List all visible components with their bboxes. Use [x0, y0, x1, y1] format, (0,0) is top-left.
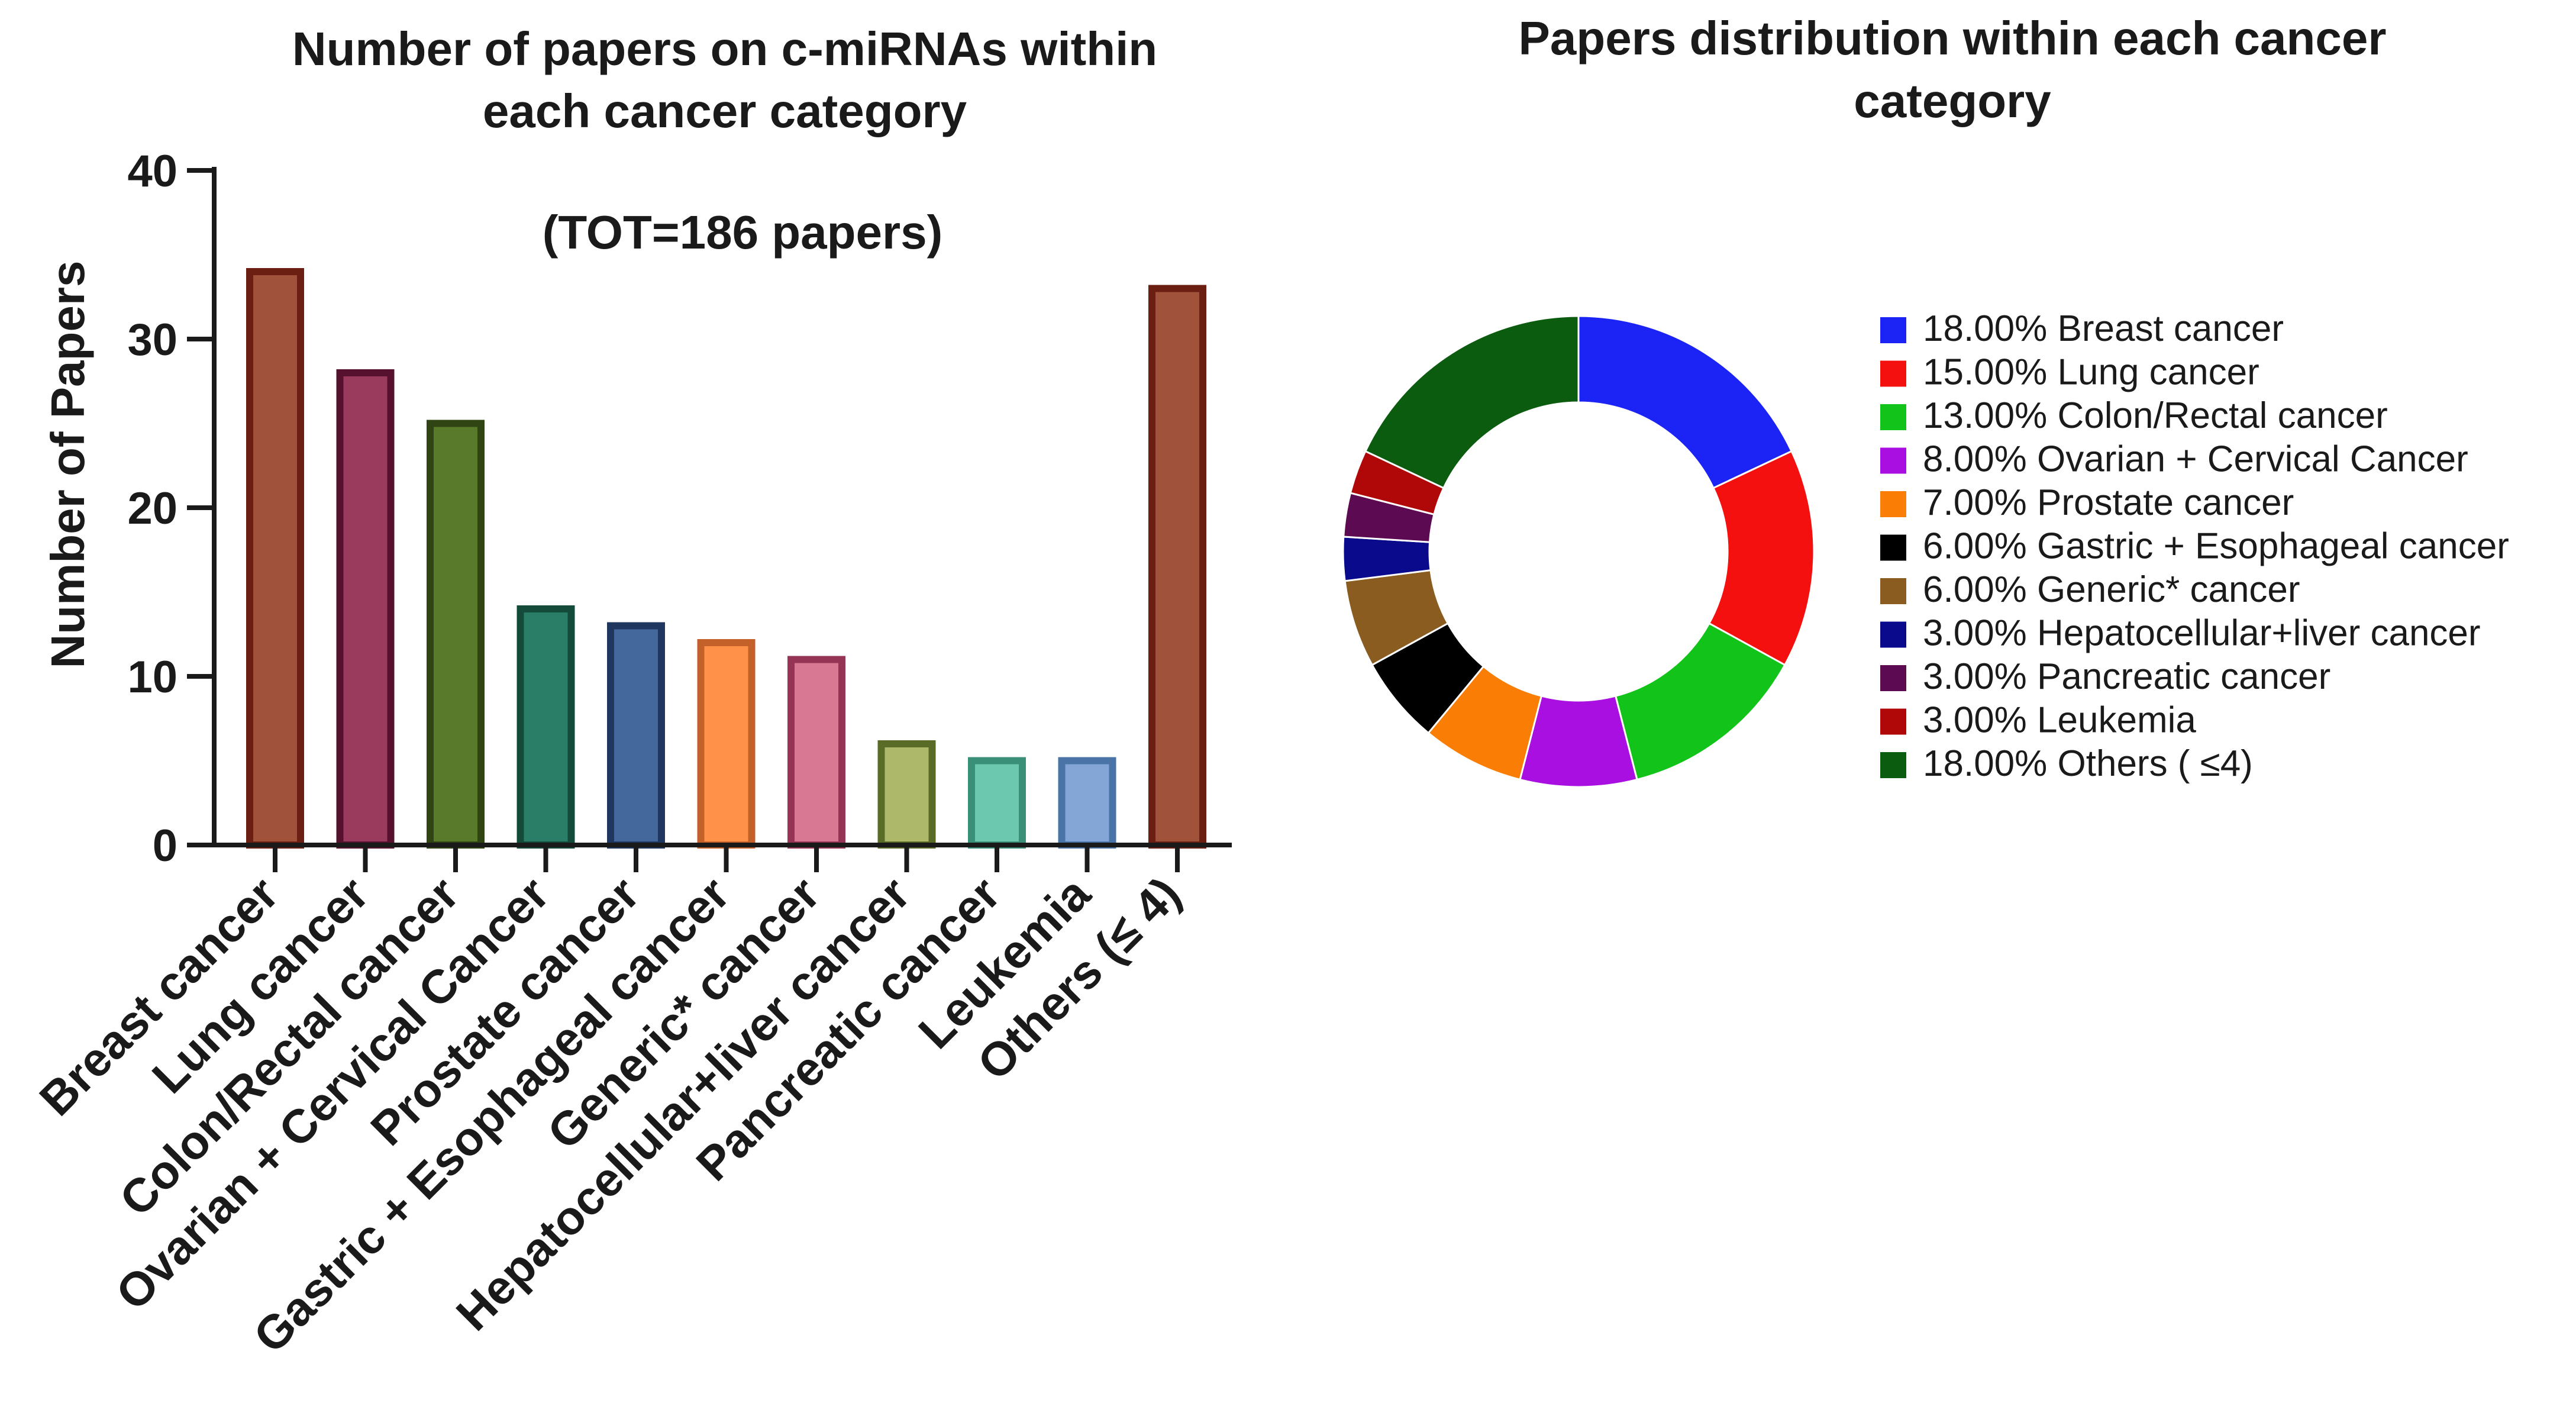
legend-swatch — [1880, 665, 1906, 691]
legend-label: 18.00% Breast cancer — [1923, 308, 2284, 349]
y-axis-title: Number of Papers — [41, 260, 94, 668]
legend-label: 8.00% Ovarian + Cervical Cancer — [1923, 439, 2468, 480]
legend-swatch — [1880, 404, 1906, 430]
donut-chart-title-line2: category — [1854, 75, 2051, 127]
bar-lung-cancer — [336, 369, 395, 849]
donut-slice-10 — [1364, 315, 1580, 489]
legend-label: 6.00% Gastric + Esophageal cancer — [1923, 526, 2509, 567]
legend-swatch — [1880, 708, 1906, 735]
bar-breast-cancer — [246, 268, 304, 849]
donut-slices — [1342, 315, 1815, 788]
y-axis-ticks: 0 10 20 30 40 — [127, 146, 214, 871]
bar-prostate-cancer — [607, 622, 665, 849]
donut-slice-0 — [1577, 315, 1793, 489]
legend-swatch — [1880, 621, 1906, 648]
y-tick-label: 30 — [127, 315, 177, 365]
y-tick-label: 40 — [127, 146, 177, 196]
bar-colon-rectal-cancer — [427, 420, 485, 849]
legend-swatch — [1880, 491, 1906, 517]
legend-label: 3.00% Pancreatic cancer — [1923, 656, 2330, 697]
bar-hepatocellular-liver-cancer — [877, 740, 936, 849]
bar-leukemia — [1058, 757, 1116, 849]
y-tick-label: 20 — [127, 483, 177, 534]
legend-label: 7.00% Prostate cancer — [1923, 482, 2294, 523]
legend-label: 6.00% Generic* cancer — [1923, 569, 2300, 610]
bars-group — [246, 268, 1206, 849]
donut-slice-1 — [1707, 450, 1815, 666]
bar-chart-title-line1: Number of papers on c-miRNAs within — [292, 22, 1157, 75]
bar-chart-annotation: (TOT=186 papers) — [543, 206, 943, 259]
legend-label: 3.00% Leukemia — [1923, 700, 2196, 741]
bar-generic-cancer — [787, 656, 845, 849]
legend-label: 3.00% Hepatocellular+liver cancer — [1923, 613, 2481, 654]
bar-chart: Number of papers on c-miRNAs within each… — [30, 22, 1232, 1363]
bar-others-4 — [1148, 285, 1206, 849]
bar-pancreatic-cancer — [968, 757, 1026, 849]
legend-label: 15.00% Lung cancer — [1923, 352, 2259, 393]
legend-swatch — [1880, 752, 1906, 778]
legend-swatch — [1880, 447, 1906, 474]
donut-chart-title-line1: Papers distribution within each cancer — [1518, 12, 2386, 64]
y-tick-label: 0 — [153, 821, 177, 871]
legend-label: 13.00% Colon/Rectal cancer — [1923, 395, 2388, 436]
bar-ovarian-cervical-cancer — [517, 605, 575, 849]
legend-swatch — [1880, 578, 1906, 604]
bar-gastric-esophageal-cancer — [697, 639, 756, 849]
legend-swatch — [1880, 317, 1906, 343]
y-tick-label: 10 — [127, 652, 177, 702]
donut-chart: Papers distribution within each cancer c… — [1342, 12, 2509, 788]
legend-swatch — [1880, 360, 1906, 387]
legend-label: 18.00% Others ( ≤4) — [1923, 743, 2253, 784]
legend-swatch — [1880, 534, 1906, 561]
bar-chart-title-line2: each cancer category — [483, 85, 967, 137]
